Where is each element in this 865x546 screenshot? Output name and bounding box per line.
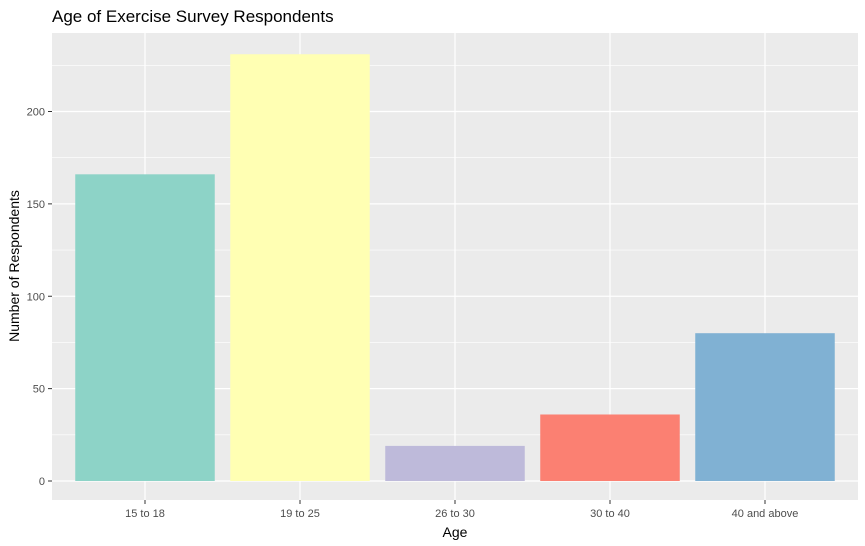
bar-19-to-25 bbox=[230, 54, 370, 481]
bar-15-to-18 bbox=[75, 174, 215, 481]
x-axis-ticks: 15 to 18 19 to 25 26 to 30 30 to 40 40 and a… bbox=[125, 500, 798, 520]
bars bbox=[75, 54, 835, 481]
bar-40-and-above bbox=[695, 333, 835, 481]
y-tick-label: 50 bbox=[33, 384, 45, 396]
x-tick-label: 19 to 25 bbox=[280, 508, 320, 520]
y-axis-title: Number of Respondents bbox=[6, 190, 22, 342]
x-tick-label: 40 and above bbox=[732, 508, 799, 520]
bar-26-to-30 bbox=[385, 445, 525, 481]
y-tick-label: 200 bbox=[27, 107, 45, 119]
y-tick-label: 0 bbox=[39, 476, 45, 488]
x-tick-label: 30 to 40 bbox=[590, 508, 630, 520]
chart-title: Age of Exercise Survey Respondents bbox=[52, 7, 334, 26]
y-axis-ticks: 0 50 100 150 200 bbox=[27, 107, 52, 488]
x-tick-label: 26 to 30 bbox=[435, 508, 475, 520]
x-tick-label: 15 to 18 bbox=[125, 508, 165, 520]
y-tick-label: 150 bbox=[27, 199, 45, 211]
y-tick-label: 100 bbox=[27, 291, 45, 303]
bar-30-to-40 bbox=[540, 414, 680, 481]
x-axis-title: Age bbox=[443, 524, 468, 540]
